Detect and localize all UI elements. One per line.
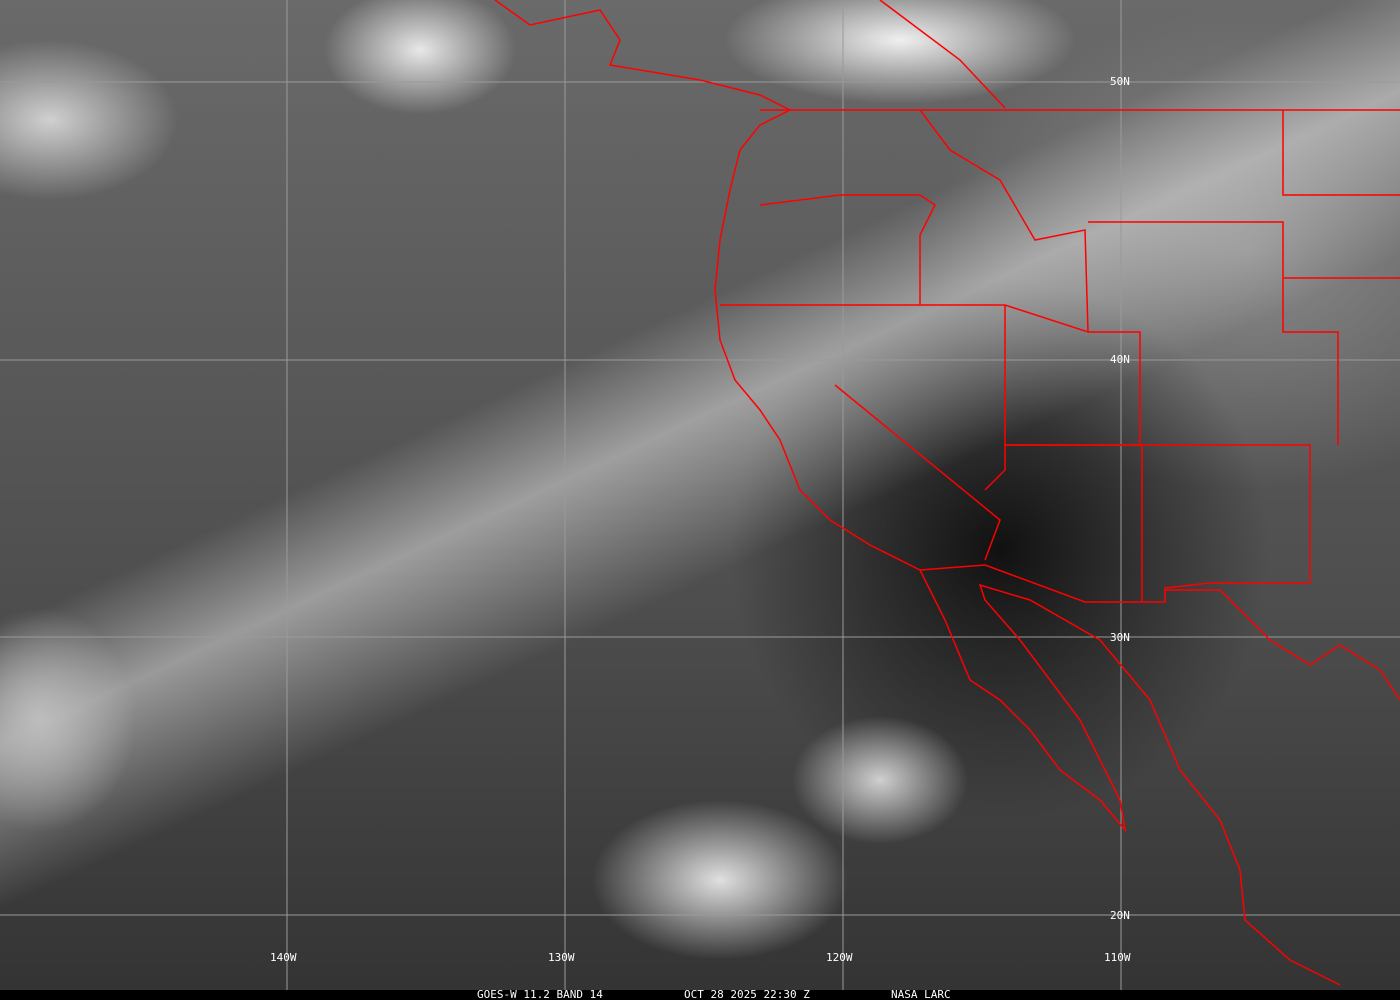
lon-label-140w: 140W xyxy=(270,951,297,964)
political-boundaries xyxy=(494,0,1400,986)
lat-label-20n: 20N xyxy=(1110,909,1130,922)
washington-oregon-border xyxy=(759,194,936,305)
us-mexico-border xyxy=(919,564,1310,603)
california-nevada-border xyxy=(834,384,1001,561)
coastline xyxy=(494,0,1341,986)
lon-label-120w: 120W xyxy=(826,951,853,964)
caption-source: NASA LARC xyxy=(891,988,951,1000)
lat-label-40n: 40N xyxy=(1110,353,1130,366)
caption-datetime: OCT 28 2025 22:30 Z xyxy=(684,988,810,1000)
lon-label-130w: 130W xyxy=(548,951,575,964)
caption-product: GOES-W 11.2 BAND 14 xyxy=(477,988,603,1000)
new-mexico-border xyxy=(1142,444,1311,583)
gulf-coast xyxy=(1165,589,1400,701)
montana-border xyxy=(1282,110,1400,196)
lat-label-50n: 50N xyxy=(1110,75,1130,88)
image-caption: GOES-W 11.2 BAND 14 OCT 28 2025 22:30 Z … xyxy=(0,988,1400,1000)
canada-provinces xyxy=(879,0,1006,109)
idaho-border xyxy=(919,109,1089,334)
lon-label-110w: 110W xyxy=(1104,951,1131,964)
colorado-wyoming-border xyxy=(1088,221,1339,445)
lat-label-30n: 30N xyxy=(1110,631,1130,644)
